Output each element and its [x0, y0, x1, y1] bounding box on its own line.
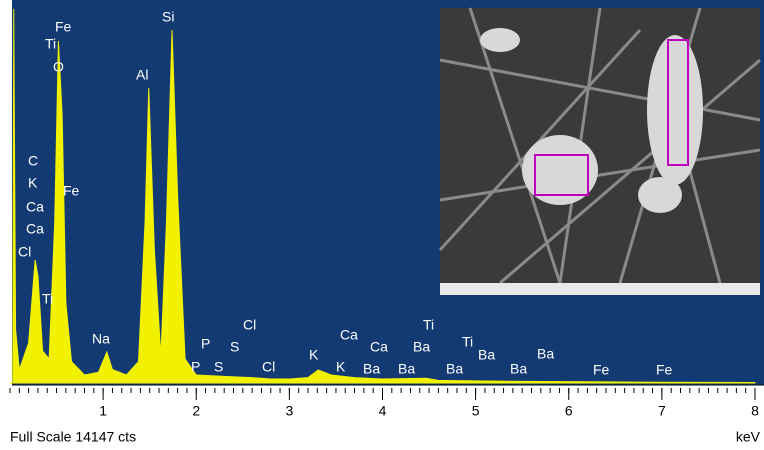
- element-label: Cl: [18, 244, 31, 260]
- element-label: Na: [92, 331, 110, 347]
- element-label: Cl: [243, 317, 256, 333]
- element-label: Ti: [45, 36, 56, 52]
- x-tick-label: 6: [565, 403, 573, 419]
- x-tick-label: 4: [379, 403, 387, 419]
- element-label: P: [201, 336, 210, 352]
- element-label: P: [191, 359, 200, 375]
- x-tick-label: 8: [751, 403, 759, 419]
- element-label: Ba: [510, 361, 527, 377]
- element-label: Fe: [593, 362, 610, 378]
- element-label: Ba: [363, 361, 380, 377]
- x-tick-label: 2: [192, 403, 200, 419]
- element-label: Ti: [423, 317, 434, 333]
- element-label: Si: [162, 9, 174, 25]
- element-label: S: [214, 359, 223, 375]
- element-label: C: [28, 153, 38, 169]
- element-label: Cl: [262, 359, 275, 375]
- element-label: Al: [136, 67, 148, 83]
- element-label: Ti: [42, 291, 53, 307]
- element-label: K: [309, 347, 319, 363]
- inset-boxes: [534, 39, 689, 196]
- element-label: Fe: [63, 183, 80, 199]
- element-label: Ca: [26, 221, 44, 237]
- element-label: K: [336, 359, 346, 375]
- element-label: Ba: [537, 346, 554, 362]
- inset-image: [440, 8, 760, 295]
- spectrum: [10, 8, 756, 384]
- element-label: Fe: [55, 19, 72, 35]
- x-tick-label: 7: [658, 403, 666, 419]
- element-label: Ba: [478, 347, 495, 363]
- element-label: Ca: [26, 199, 44, 215]
- element-label: Ba: [413, 339, 430, 355]
- element-label: Fe: [656, 362, 673, 378]
- sem-inset: [438, 7, 761, 295]
- element-label: K: [28, 175, 38, 191]
- element-label: Ca: [340, 327, 358, 343]
- element-label: S: [230, 339, 239, 355]
- x-tick-label: 3: [285, 403, 293, 419]
- footer: Full Scale 14147 cts: [10, 429, 136, 445]
- x-axis-label: keV: [736, 429, 761, 445]
- element-label: Ba: [398, 361, 415, 377]
- element-label: O: [53, 59, 64, 75]
- x-tick-label: 5: [472, 403, 480, 419]
- element-label: Ca: [370, 339, 388, 355]
- inset-info-bar: [440, 283, 760, 295]
- element-label: Ba: [446, 361, 463, 377]
- element-label: Ti: [462, 334, 473, 350]
- x-tick-label: 1: [99, 403, 107, 419]
